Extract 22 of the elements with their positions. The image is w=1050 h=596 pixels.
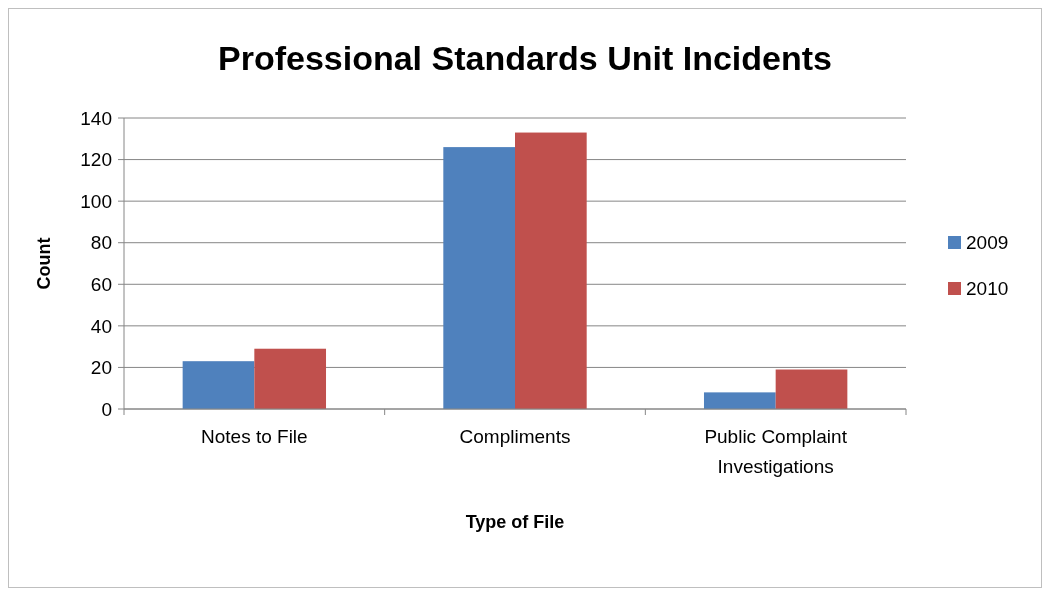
y-tick-label: 120 (80, 149, 112, 171)
x-axis-title: Type of File (465, 512, 565, 532)
bar (443, 147, 515, 409)
y-tick-label: 40 (90, 315, 112, 337)
bar (515, 132, 587, 409)
y-tick-label: 0 (101, 398, 112, 420)
y-tick-label: 140 (80, 107, 112, 129)
y-axis-title: Count (34, 237, 54, 290)
bar (703, 392, 776, 409)
y-tick-label: 100 (80, 190, 112, 212)
y-tick-label: 80 (90, 232, 112, 254)
y-tick-label: 20 (90, 357, 112, 379)
bar (182, 361, 255, 409)
y-tick-label: 60 (90, 273, 112, 295)
legend-label: 2009 (966, 231, 1009, 253)
x-tick-label: Compliments (459, 426, 571, 447)
bar (254, 348, 327, 409)
legend-label: 2010 (966, 277, 1009, 299)
x-tick-label: Public Complaint Investigations (704, 426, 848, 477)
bar (775, 369, 848, 409)
x-tick-label: Notes to File (201, 426, 308, 447)
chart-title: Professional Standards Unit Incidents (217, 39, 833, 77)
